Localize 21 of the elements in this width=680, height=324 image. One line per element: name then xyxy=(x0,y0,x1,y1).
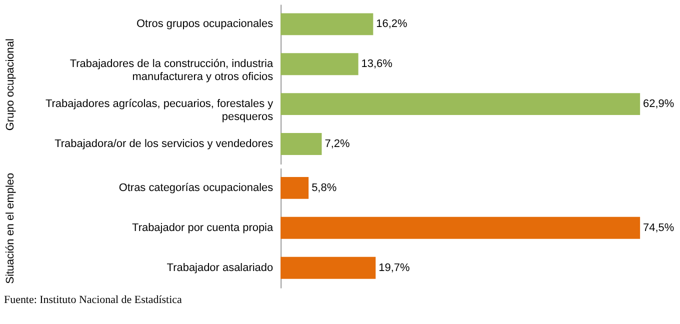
bar xyxy=(280,133,322,155)
y-axis-title: Grupo ocupacional xyxy=(4,38,16,131)
y-tick-label: Otras categorías ocupacionales xyxy=(118,182,274,194)
bar xyxy=(280,13,374,36)
data-label: 19,7% xyxy=(378,262,410,274)
data-label: 16,2% xyxy=(376,18,408,30)
source-note: Fuente: Instituto Nacional de Estadística xyxy=(4,294,182,306)
data-label: 13,6% xyxy=(361,58,393,70)
data-label: 62,9% xyxy=(643,98,674,110)
y-axis-title: Situación en el empleo xyxy=(4,172,16,284)
y-tick-label: Trabajadores de la construcción, industria manufacturera y otros oficios xyxy=(70,58,274,84)
bar xyxy=(280,53,358,76)
bar xyxy=(280,93,640,116)
y-tick-label: Otros grupos ocupacionales xyxy=(136,18,274,30)
y-tick-label: Trabajador asalariado xyxy=(166,262,274,274)
y-tick-label: Trabajador por cuenta propia xyxy=(132,222,274,234)
data-label: 7,2% xyxy=(324,138,350,150)
y-tick-label: Trabajadores agrícolas, pecuarios, forestales y pesqueros xyxy=(45,98,274,124)
data-label: 74,5% xyxy=(643,222,674,234)
y-tick-label: Trabajadora/or de los servicios y vendedores xyxy=(54,138,274,150)
data-label: 5,8% xyxy=(312,182,337,194)
